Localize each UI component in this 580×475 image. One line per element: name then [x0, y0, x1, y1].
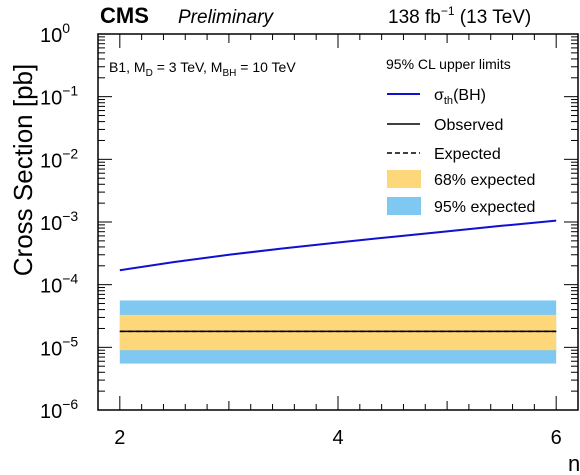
- y-tick-label: 10−2: [40, 145, 78, 172]
- model-label: B1, MD = 3 TeV, MBH = 10 TeV: [109, 59, 296, 79]
- legend: 95% CL upper limits σth(BH) Observed Exp…: [386, 56, 535, 216]
- legend-95-swatch: [387, 197, 421, 215]
- x-axis-title: n: [568, 451, 580, 475]
- lumi-label: 138 fb−1 (13 TeV): [388, 4, 531, 28]
- legend-theory-label: σth(BH): [434, 87, 486, 107]
- preliminary-label: Preliminary: [178, 7, 275, 28]
- y-tick-label: 10−5: [40, 333, 78, 360]
- y-axis-title: Cross Section [pb]: [8, 64, 38, 276]
- theory-line: [119, 219, 557, 272]
- legend-68-swatch: [387, 170, 421, 188]
- band-68: [119, 314, 557, 351]
- y-tick-label: 10−1: [40, 83, 78, 110]
- y-tick-label: 10−6: [40, 396, 78, 423]
- y-tick-label: 10−3: [40, 208, 78, 235]
- x-tick-label: 6: [551, 427, 562, 449]
- x-tick-label: 2: [114, 427, 125, 449]
- cms-label: CMS: [100, 3, 149, 28]
- legend-68-label: 68% expected: [434, 172, 535, 189]
- y-tick-label: 100: [40, 20, 70, 47]
- x-tick-label: 4: [332, 427, 343, 449]
- legend-title: 95% CL upper limits: [386, 56, 511, 72]
- legend-expected-label: Expected: [434, 146, 501, 163]
- y-tick-label: 10−4: [40, 271, 78, 298]
- legend-95-label: 95% expected: [434, 199, 535, 216]
- legend-observed-label: Observed: [434, 117, 503, 134]
